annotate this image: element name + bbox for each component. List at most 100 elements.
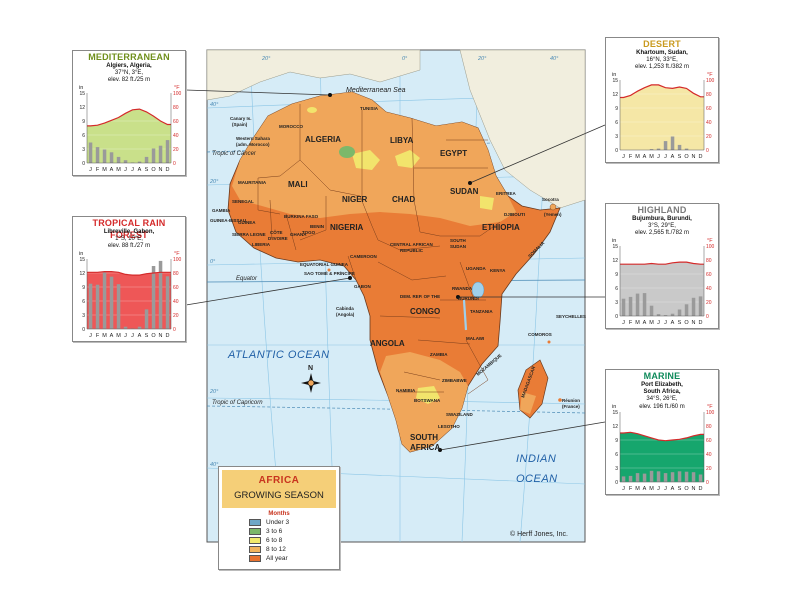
precip-unit-label: in bbox=[79, 251, 83, 257]
lon-label: 40° bbox=[550, 56, 559, 62]
panel-elev: elev. 2,565 ft./782 m bbox=[635, 230, 689, 237]
precip-bar bbox=[691, 472, 696, 482]
country-label: BOTSWANA bbox=[414, 398, 441, 403]
lat-label: 20° bbox=[209, 179, 219, 185]
precip-tick-label: 12 bbox=[612, 92, 618, 98]
temp-tick-label: 100 bbox=[173, 257, 182, 263]
country-label: UGANDA bbox=[466, 266, 486, 271]
month-label: O bbox=[151, 167, 156, 173]
precip-bar bbox=[642, 293, 647, 316]
temp-tick-label: 100 bbox=[173, 91, 182, 97]
arabia-land bbox=[459, 49, 586, 209]
temp-tick-label: 100 bbox=[706, 78, 715, 84]
precip-bar bbox=[165, 276, 170, 329]
panel-city: Libreville, Gabon, bbox=[103, 229, 155, 235]
temp-tick-label: 60 bbox=[173, 285, 179, 291]
temperature-line bbox=[87, 271, 171, 276]
precip-tick-label: 9 bbox=[615, 438, 618, 444]
country-label: MAURITANIA bbox=[238, 180, 267, 185]
precip-tick-label: 9 bbox=[615, 106, 618, 112]
precip-tick-label: 9 bbox=[82, 285, 85, 291]
month-label: D bbox=[166, 333, 170, 339]
climate-panel-highland: HIGHLAND Bujumbura, Burundi, 3°S, 29°E, … bbox=[605, 203, 719, 329]
compass-rose-icon bbox=[301, 373, 321, 393]
lon-label: 0° bbox=[402, 56, 408, 62]
precip-bar bbox=[663, 473, 668, 482]
precip-bar bbox=[144, 309, 149, 329]
precip-tick-label: 12 bbox=[612, 258, 618, 264]
temp-tick-label: 20 bbox=[706, 466, 712, 472]
precip-bar bbox=[102, 149, 107, 163]
country-label: Western Sahara bbox=[236, 136, 270, 141]
temp-tick-label: 20 bbox=[706, 300, 712, 306]
month-label: J bbox=[657, 320, 660, 326]
month-label: M bbox=[635, 320, 640, 326]
month-label: D bbox=[166, 167, 170, 173]
month-label: J bbox=[124, 167, 127, 173]
temp-tick-label: 60 bbox=[706, 438, 712, 444]
country-label: (Yemen) bbox=[544, 212, 562, 217]
country-label: GHANA bbox=[290, 232, 307, 237]
month-label: F bbox=[96, 333, 100, 339]
country-label: ALGERIA bbox=[305, 135, 341, 144]
country-label: ZIMBABWE bbox=[442, 378, 467, 383]
country-label: KENYA bbox=[490, 268, 506, 273]
panel-coords: 1°S, 10°E, bbox=[115, 236, 143, 243]
country-label: CONGO bbox=[410, 307, 440, 316]
legend-item: 3 to 6 bbox=[249, 528, 282, 536]
legend-label: 8 to 12 bbox=[266, 546, 286, 553]
month-label: S bbox=[678, 320, 682, 326]
country-label: ZAMBIA bbox=[430, 352, 448, 357]
legend-label: Under 3 bbox=[266, 519, 290, 526]
country-label: Canary Is. bbox=[230, 116, 252, 121]
temp-tick-label: 100 bbox=[706, 410, 715, 416]
temp-tick-label: 40 bbox=[173, 133, 179, 139]
precip-bar bbox=[102, 272, 107, 329]
panel-elev: elev. 196 ft./60 m bbox=[639, 403, 685, 410]
atlantic-ocean-label: ATLANTIC OCEAN bbox=[227, 349, 330, 361]
temperature-line bbox=[620, 431, 704, 442]
temperature-line bbox=[87, 108, 171, 127]
legend-label: 3 to 6 bbox=[266, 528, 283, 535]
temp-tick-label: 20 bbox=[173, 313, 179, 319]
month-label: J bbox=[124, 333, 127, 339]
precip-tick-label: 12 bbox=[79, 271, 85, 277]
precip-bar bbox=[663, 315, 668, 316]
legend-swatch bbox=[249, 537, 261, 544]
precip-bar bbox=[649, 470, 654, 482]
legend-swatch bbox=[249, 546, 261, 553]
temp-tick-label: 80 bbox=[173, 271, 179, 277]
panel-title: TROPICAL RAIN FOREST bbox=[92, 218, 166, 240]
month-label: F bbox=[96, 167, 100, 173]
month-label: A bbox=[671, 486, 675, 492]
month-label: M bbox=[102, 333, 107, 339]
country-label: SENEGAL bbox=[232, 199, 254, 204]
precip-tick-label: 0 bbox=[615, 314, 618, 320]
country-label: MALI bbox=[288, 180, 308, 189]
country-label: EGYPT bbox=[440, 149, 467, 158]
climate-panel-mediterranean: MEDITERRANEAN Algiers, Algeria, 37°N, 3°… bbox=[72, 50, 186, 176]
month-label: J bbox=[664, 486, 667, 492]
precip-bar bbox=[88, 283, 93, 329]
precip-bar bbox=[698, 296, 703, 316]
month-label: J bbox=[131, 333, 134, 339]
precip-bar bbox=[649, 149, 654, 150]
precip-bar bbox=[635, 293, 640, 316]
month-label: J bbox=[657, 486, 660, 492]
precip-tick-label: 15 bbox=[79, 257, 85, 263]
month-label: N bbox=[159, 167, 163, 173]
precip-bar bbox=[151, 148, 156, 163]
country-label: SIERRA LEONE bbox=[232, 232, 266, 237]
country-label: LIBYA bbox=[390, 136, 413, 145]
precip-tick-label: 9 bbox=[615, 272, 618, 278]
precip-tick-label: 15 bbox=[612, 410, 618, 416]
zone-3-6 bbox=[339, 146, 355, 158]
country-label: BURUNDI bbox=[458, 296, 479, 301]
precip-bar bbox=[123, 326, 128, 329]
temperature-line bbox=[620, 261, 704, 265]
panel-location: Libreville, Gabon, 1°S, 10°E, elev. 88 f… bbox=[73, 229, 185, 251]
precip-tick-label: 15 bbox=[612, 244, 618, 250]
month-label: J bbox=[664, 154, 667, 160]
precip-tick-label: 0 bbox=[82, 327, 85, 333]
growing-season-legend: AFRICA GROWING SEASON Months Under 3 3 t… bbox=[218, 466, 340, 570]
